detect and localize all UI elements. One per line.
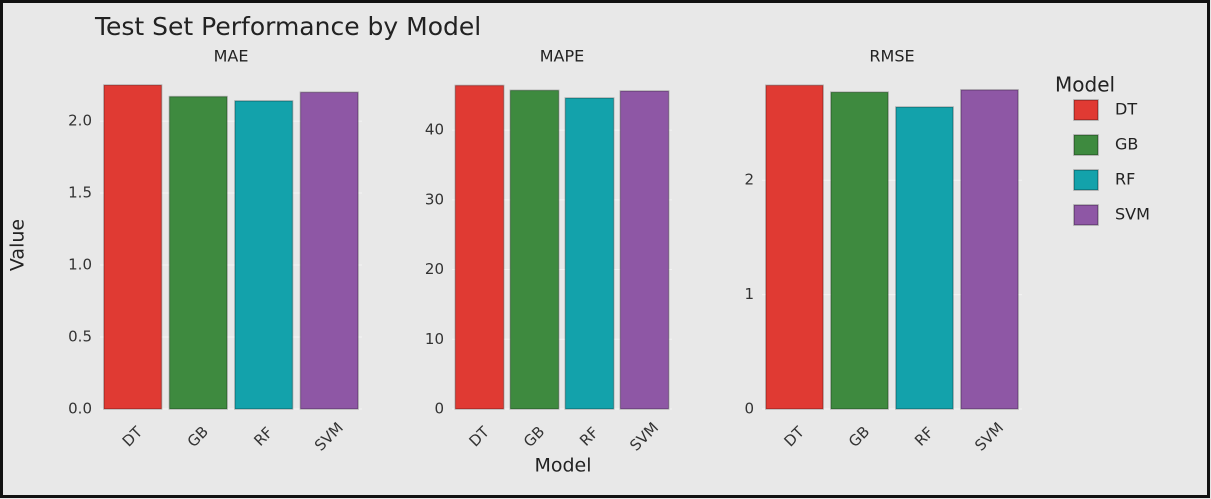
x-axis-label: Model: [534, 455, 591, 477]
bar: [895, 106, 954, 410]
legend-title: Model: [1055, 73, 1115, 97]
y-axis-label: Value: [7, 219, 29, 271]
y-tick-label: 2: [744, 171, 754, 189]
facet-title: MAE: [214, 47, 249, 66]
legend-swatch: [1073, 134, 1099, 156]
y-tick-label: 0.5: [68, 328, 92, 346]
bar: [960, 89, 1019, 410]
legend-label: DT: [1115, 100, 1137, 119]
y-tick-label: 0: [434, 400, 444, 418]
bar: [830, 91, 889, 410]
legend-label: GB: [1115, 135, 1138, 154]
bar: [299, 91, 359, 410]
y-tick-label: 0: [744, 400, 754, 418]
legend-label: RF: [1115, 170, 1135, 189]
y-tick-label: 30: [425, 190, 444, 208]
bar: [454, 84, 505, 410]
y-tick-label: 2.0: [68, 112, 92, 130]
bar: [509, 89, 560, 410]
bar: [765, 84, 824, 410]
facet-title: MAPE: [540, 47, 585, 66]
y-tick-label: 10: [425, 330, 444, 348]
y-tick-label: 1: [744, 285, 754, 303]
legend-label: SVM: [1115, 205, 1150, 224]
y-tick-label: 20: [425, 260, 444, 278]
chart-title: Test Set Performance by Model: [94, 12, 481, 41]
facet-title: RMSE: [869, 47, 914, 66]
bar: [103, 84, 163, 410]
y-tick-label: 40: [425, 121, 444, 139]
y-tick-label: 0.0: [68, 400, 92, 418]
bar: [168, 95, 228, 410]
y-tick-label: 1.0: [68, 256, 92, 274]
y-tick-label: 1.5: [68, 184, 92, 202]
legend-swatch: [1073, 204, 1099, 226]
legend-swatch: [1073, 99, 1099, 121]
bar: [564, 97, 615, 410]
bar: [619, 90, 670, 410]
bar: [234, 100, 294, 410]
legend-swatch: [1073, 169, 1099, 191]
